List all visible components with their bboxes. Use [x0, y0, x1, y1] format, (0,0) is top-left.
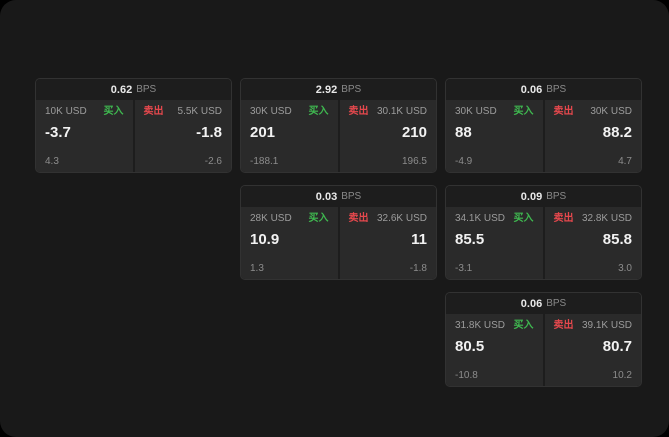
buy-panel[interactable]: 10K USD 买入 -3.7 4.3 — [36, 100, 133, 172]
buy-change: 4.3 — [45, 156, 59, 167]
sell-price: 11 — [411, 231, 427, 248]
quote-card-grid: 0.62 BPS 10K USD 买入 -3.7 4.3 卖出 5.5K USD — [35, 78, 642, 387]
buy-price: 10.9 — [250, 231, 280, 248]
sell-panel[interactable]: 卖出 30.1K USD 210 196.5 — [339, 100, 436, 172]
sell-size-label: 5.5K USD — [177, 106, 222, 117]
sell-badge: 卖出 — [348, 213, 369, 224]
sell-change: -1.8 — [409, 263, 427, 274]
sell-change: 4.7 — [618, 156, 632, 167]
sell-size-label: 39.1K USD — [581, 320, 632, 331]
card-header: 0.06 BPS — [446, 293, 641, 314]
quote-card: 0.06 BPS 31.8K USD 买入 80.5 -10.8 卖出 39.1… — [445, 292, 642, 387]
buy-size-label: 28K USD — [250, 213, 292, 224]
bps-value: 0.06 — [520, 297, 543, 310]
sell-change: 10.2 — [612, 370, 632, 381]
buy-size-label: 31.8K USD — [455, 320, 506, 331]
bps-label: BPS — [546, 84, 567, 95]
sell-price: 80.7 — [602, 338, 632, 355]
buy-change: 1.3 — [250, 263, 264, 274]
sell-price: -1.8 — [196, 124, 222, 141]
card-header: 0.62 BPS — [36, 79, 231, 100]
sell-size-label: 32.8K USD — [581, 213, 632, 224]
bps-label: BPS — [546, 298, 567, 309]
quote-card: 0.09 BPS 34.1K USD 买入 85.5 -3.1 卖出 32.8K… — [445, 185, 642, 280]
buy-badge: 买入 — [513, 213, 534, 224]
quote-card: 0.62 BPS 10K USD 买入 -3.7 4.3 卖出 5.5K USD — [35, 78, 232, 173]
sell-size-label: 30.1K USD — [376, 106, 427, 117]
buy-panel[interactable]: 34.1K USD 买入 85.5 -3.1 — [446, 207, 543, 279]
quote-card: 2.92 BPS 30K USD 买入 201 -188.1 卖出 30.1K … — [240, 78, 437, 173]
buy-panel[interactable]: 30K USD 买入 201 -188.1 — [241, 100, 338, 172]
bps-value: 0.03 — [315, 190, 338, 203]
sell-badge: 卖出 — [143, 106, 164, 117]
sell-price: 210 — [401, 124, 427, 141]
card-header: 0.03 BPS — [241, 186, 436, 207]
sell-panel[interactable]: 卖出 39.1K USD 80.7 10.2 — [544, 314, 641, 386]
sell-badge: 卖出 — [553, 213, 574, 224]
buy-change: -188.1 — [250, 156, 279, 167]
buy-change: -3.1 — [455, 263, 473, 274]
buy-price: 80.5 — [455, 338, 485, 355]
sell-price: 85.8 — [602, 231, 632, 248]
quote-card: 0.06 BPS 30K USD 买入 88 -4.9 卖出 30K USD — [445, 78, 642, 173]
buy-price: 201 — [250, 124, 276, 141]
bps-value: 0.62 — [110, 83, 133, 96]
buy-price: -3.7 — [45, 124, 71, 141]
sell-size-label: 30K USD — [590, 106, 632, 117]
card-header: 2.92 BPS — [241, 79, 436, 100]
buy-badge: 买入 — [308, 213, 329, 224]
sell-badge: 卖出 — [348, 106, 369, 117]
bps-value: 2.92 — [315, 83, 338, 96]
buy-badge: 买入 — [513, 320, 534, 331]
buy-panel[interactable]: 28K USD 买入 10.9 1.3 — [241, 207, 338, 279]
buy-change: -4.9 — [455, 156, 473, 167]
bps-label: BPS — [341, 191, 362, 202]
buy-panel[interactable]: 30K USD 买入 88 -4.9 — [446, 100, 543, 172]
bps-label: BPS — [546, 191, 567, 202]
buy-size-label: 10K USD — [45, 106, 87, 117]
bps-value: 0.09 — [520, 190, 543, 203]
sell-change: 3.0 — [618, 263, 632, 274]
buy-change: -10.8 — [455, 370, 478, 381]
buy-size-label: 30K USD — [455, 106, 497, 117]
sell-panel[interactable]: 卖出 32.8K USD 85.8 3.0 — [544, 207, 641, 279]
bps-label: BPS — [136, 84, 157, 95]
sell-price: 88.2 — [602, 124, 632, 141]
sell-size-label: 32.6K USD — [376, 213, 427, 224]
sell-panel[interactable]: 卖出 5.5K USD -1.8 -2.6 — [134, 100, 231, 172]
buy-size-label: 34.1K USD — [455, 213, 506, 224]
sell-change: -2.6 — [204, 156, 222, 167]
sell-panel[interactable]: 卖出 30K USD 88.2 4.7 — [544, 100, 641, 172]
buy-price: 88 — [455, 124, 472, 141]
buy-panel[interactable]: 31.8K USD 买入 80.5 -10.8 — [446, 314, 543, 386]
bps-value: 0.06 — [520, 83, 543, 96]
sell-badge: 卖出 — [553, 106, 574, 117]
buy-size-label: 30K USD — [250, 106, 292, 117]
sell-panel[interactable]: 卖出 32.6K USD 11 -1.8 — [339, 207, 436, 279]
buy-badge: 买入 — [513, 106, 534, 117]
buy-price: 85.5 — [455, 231, 485, 248]
card-header: 0.09 BPS — [446, 186, 641, 207]
quote-card: 0.03 BPS 28K USD 买入 10.9 1.3 卖出 32.6K US… — [240, 185, 437, 280]
buy-badge: 买入 — [103, 106, 124, 117]
buy-badge: 买入 — [308, 106, 329, 117]
card-header: 0.06 BPS — [446, 79, 641, 100]
sell-badge: 卖出 — [553, 320, 574, 331]
sell-change: 196.5 — [401, 156, 427, 167]
bps-label: BPS — [341, 84, 362, 95]
